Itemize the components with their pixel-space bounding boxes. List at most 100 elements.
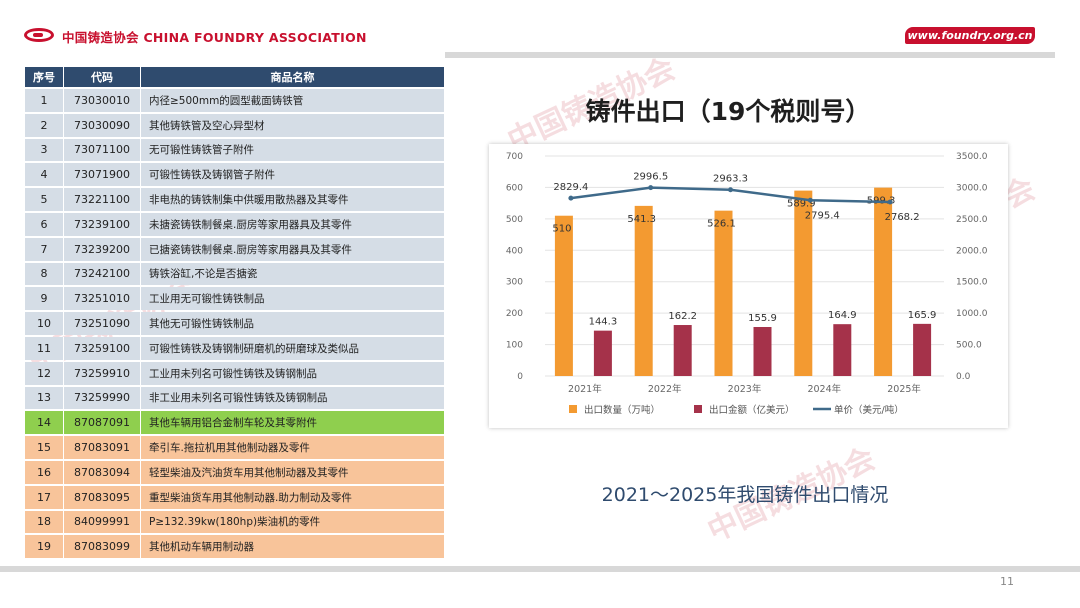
code-cell: 73259990	[64, 386, 141, 410]
code-cell: 73239100	[64, 212, 141, 236]
line-data-label: 2795.4	[805, 210, 840, 221]
legend-label: 出口金额（亿美元）	[709, 404, 795, 416]
name-cell: P≥132.39kw(180hp)柴油机的零件	[141, 510, 445, 534]
y-right-tick-label: 1000.0	[956, 309, 988, 319]
index-cell: 17	[25, 485, 64, 509]
code-cell: 87087091	[64, 411, 141, 435]
table-row: 5 73221100 非电热的铸铁制集中供暖用散热器及其零件	[25, 188, 445, 211]
header: 中国铸造协会 CHINA FOUNDRY ASSOCIATION www.fou…	[0, 0, 1080, 58]
y-left-tick-label: 300	[506, 278, 523, 288]
line-data-label: 2996.5	[633, 172, 668, 183]
column-header-code: 代码	[64, 67, 141, 87]
line-point	[887, 199, 893, 205]
name-cell: 其他机动车辆用制动器	[141, 535, 445, 559]
association-name: 中国铸造协会 CHINA FOUNDRY ASSOCIATION	[62, 30, 367, 45]
y-left-tick-label: 600	[506, 183, 523, 193]
bar-amount	[753, 327, 772, 376]
index-cell: 18	[25, 510, 64, 534]
code-cell: 73259100	[64, 336, 141, 360]
name-cell: 内径≥500mm的圆型截面铸铁管	[141, 89, 445, 112]
export-chart: 0 100 200 300 400 500 600 700 0.0 500.0 1000.0 1500…	[506, 152, 988, 416]
name-cell: 铸铁浴缸,不论是否搪瓷	[141, 262, 445, 286]
x-category-label: 2025年	[887, 383, 921, 395]
index-cell: 10	[25, 312, 64, 335]
tariff-code-table: 序号 代码 商品名称 1 73030010 内径≥500mm的圆型截面铸铁管 2 730…	[25, 65, 445, 560]
table-row: 11 73259100 可锻性铸铁及铸钢制研磨机的研磨球及类似品	[25, 336, 445, 360]
code-cell: 87083091	[64, 436, 141, 459]
table-row: 2 73030090 其他铸铁管及空心异型材	[25, 113, 445, 137]
bar-quantity	[714, 210, 733, 376]
x-category-label: 2023年	[728, 383, 762, 395]
y-right-tick-label: 0.0	[956, 372, 971, 382]
legend-swatch	[694, 405, 702, 413]
index-cell: 4	[25, 163, 64, 187]
header-divider	[445, 52, 1055, 58]
table-row: 7 73239200 已搪瓷铸铁制餐桌.厨房等家用器具及其零件	[25, 237, 445, 261]
y-left-tick-label: 200	[506, 309, 523, 319]
bar-data-label: 541.3	[627, 214, 656, 225]
bar-data-label: 162.2	[668, 311, 697, 322]
index-cell: 6	[25, 212, 64, 236]
index-cell: 16	[25, 460, 64, 484]
name-cell: 其他无可锻性铸铁制品	[141, 312, 445, 335]
name-cell: 无可锻性铸铁管子附件	[141, 138, 445, 162]
chart-title: 铸件出口（19个税则号）	[585, 97, 871, 126]
table-row: 16 87083094 轻型柴油及汽油货车用其他制动器及其零件	[25, 460, 445, 484]
code-cell: 84099991	[64, 510, 141, 534]
bar-amount	[593, 330, 612, 376]
table-row: 10 73251090 其他无可锻性铸铁制品	[25, 312, 445, 335]
bar-data-label: 164.9	[828, 310, 857, 321]
bar-data-label: 144.3	[589, 317, 618, 328]
y-left-tick-label: 700	[506, 152, 523, 162]
code-cell: 73071900	[64, 163, 141, 187]
association-logo-icon	[24, 28, 54, 42]
bar-amount	[673, 325, 692, 376]
legend-label: 单价（美元/吨）	[834, 404, 904, 416]
table-row: 6 73239100 未搪瓷铸铁制餐桌.厨房等家用器具及其零件	[25, 212, 445, 236]
y-right-tick-label: 1500.0	[956, 278, 988, 288]
bar-data-label: 510	[552, 224, 571, 235]
website-badge[interactable]: www.foundry.org.cn	[905, 27, 1035, 44]
name-cell: 轻型柴油及汽油货车用其他制动器及其零件	[141, 460, 445, 484]
line-data-label: 2768.2	[885, 212, 920, 223]
table-row: 3 73071100 无可锻性铸铁管子附件	[25, 138, 445, 162]
code-cell: 73030090	[64, 113, 141, 137]
y-left-tick-label: 0	[517, 372, 523, 382]
table-row: 17 87083095 重型柴油货车用其他制动器.助力制动及零件	[25, 485, 445, 509]
chart-container: 0 100 200 300 400 500 600 700 0.0 500.0 1000.0 1500…	[489, 144, 1008, 428]
index-cell: 3	[25, 138, 64, 162]
y-left-tick-label: 400	[506, 246, 523, 256]
code-cell: 73239200	[64, 237, 141, 261]
table-row: 15 87083091 牵引车.拖拉机用其他制动器及零件	[25, 436, 445, 459]
table-row: 19 87083099 其他机动车辆用制动器	[25, 535, 445, 559]
table-row: 14 87087091 其他车辆用铝合金制车轮及其零附件	[25, 411, 445, 435]
name-cell: 工业用未列名可锻性铸铁及铸钢制品	[141, 361, 445, 385]
index-cell: 2	[25, 113, 64, 137]
y-left-tick-label: 100	[506, 341, 523, 351]
code-cell: 73221100	[64, 188, 141, 211]
line-data-label: 2829.4	[553, 182, 588, 193]
line-data-label: 2963.3	[713, 174, 748, 185]
bar-quantity	[554, 215, 573, 376]
chart-caption: 2021～2025年我国铸件出口情况	[601, 484, 889, 506]
index-cell: 5	[25, 188, 64, 211]
bar-amount	[833, 324, 852, 376]
table-row: 13 73259990 非工业用未列名可锻性铸铁及铸钢制品	[25, 386, 445, 410]
legend-label: 出口数量（万吨）	[584, 404, 660, 416]
code-cell: 73259910	[64, 361, 141, 385]
bar-quantity	[794, 190, 813, 376]
table-header-row: 序号 代码 商品名称	[25, 67, 445, 87]
index-cell: 8	[25, 262, 64, 286]
name-cell: 已搪瓷铸铁制餐桌.厨房等家用器具及其零件	[141, 237, 445, 261]
index-cell: 7	[25, 237, 64, 261]
line-point	[568, 195, 574, 201]
table-row: 1 73030010 内径≥500mm的圆型截面铸铁管	[25, 89, 445, 112]
code-cell: 73251090	[64, 312, 141, 335]
name-cell: 非工业用未列名可锻性铸铁及铸钢制品	[141, 386, 445, 410]
x-category-label: 2022年	[648, 383, 682, 395]
code-cell: 87083099	[64, 535, 141, 559]
bar-amount	[913, 323, 932, 376]
name-cell: 其他铸铁管及空心异型材	[141, 113, 445, 137]
bar-data-label: 589.9	[787, 199, 816, 210]
y-right-tick-label: 2000.0	[956, 246, 988, 256]
